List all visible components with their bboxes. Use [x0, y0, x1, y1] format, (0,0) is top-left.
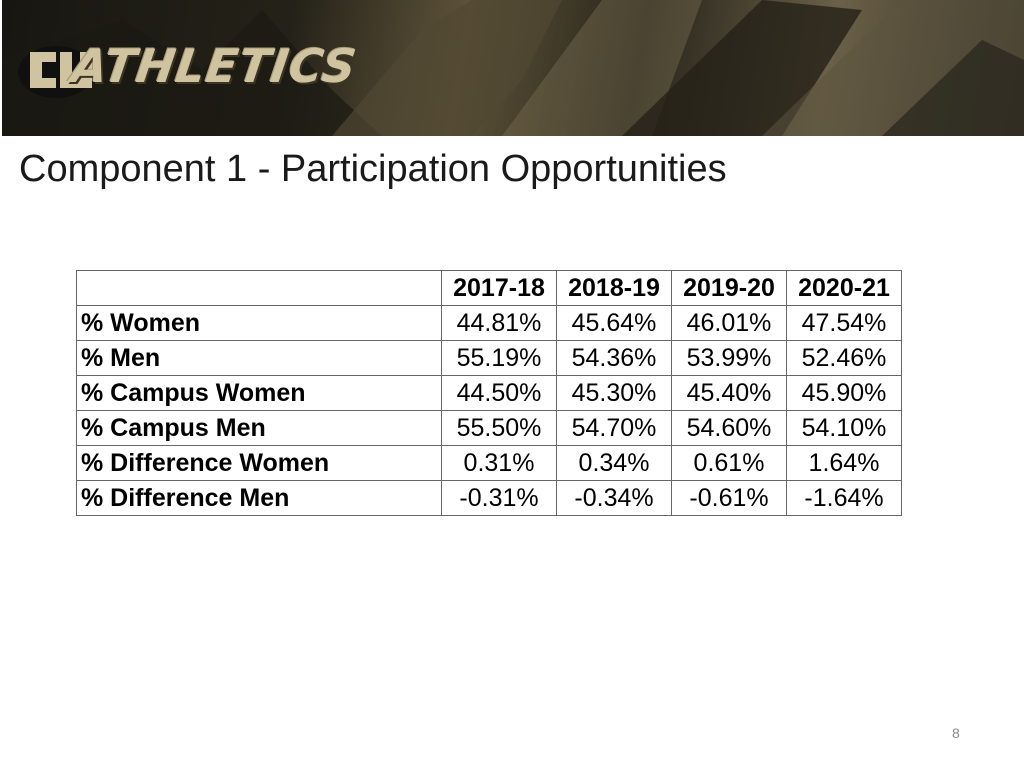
table-cell: 54.10%	[786, 410, 902, 446]
page-number: 8	[952, 725, 960, 741]
row-label: % Women	[76, 305, 442, 341]
table-cell: 45.90%	[786, 375, 902, 411]
slide-title: Component 1 - Participation Opportunitie…	[19, 148, 727, 190]
table-header-row: 2017-18 2018-19 2019-20 2020-21	[76, 270, 902, 306]
table-cell: 55.19%	[441, 340, 557, 376]
table-cell: 54.36%	[556, 340, 672, 376]
table-cell: 45.64%	[556, 305, 672, 341]
table-cell: 54.60%	[671, 410, 787, 446]
table-row: % Difference Women 0.31% 0.34% 0.61% 1.6…	[76, 445, 902, 481]
participation-table: 2017-18 2018-19 2019-20 2020-21 % Women …	[76, 270, 902, 516]
table-cell: -0.31%	[441, 480, 557, 516]
table-cell: -0.61%	[671, 480, 787, 516]
header-cell-year: 2020-21	[786, 270, 902, 306]
table-cell: 45.40%	[671, 375, 787, 411]
table-row: % Difference Men -0.31% -0.34% -0.61% -1…	[76, 480, 902, 516]
table-cell: 53.99%	[671, 340, 787, 376]
table-row: % Campus Men 55.50% 54.70% 54.60% 54.10%	[76, 410, 902, 446]
table-cell: -0.34%	[556, 480, 672, 516]
row-label: % Men	[76, 340, 442, 376]
table-cell: 52.46%	[786, 340, 902, 376]
header-banner: ATHLETICS	[2, 0, 1024, 136]
table-row: % Women 44.81% 45.64% 46.01% 47.54%	[76, 305, 902, 341]
header-cell-year: 2018-19	[556, 270, 672, 306]
header-cell-empty	[76, 270, 442, 306]
table-cell: 1.64%	[786, 445, 902, 481]
cu-logo-icon	[18, 46, 94, 98]
mountain-background-image	[2, 0, 1024, 136]
athletics-logo-text: ATHLETICS	[68, 39, 361, 93]
table-cell: 0.34%	[556, 445, 672, 481]
table-cell: 44.81%	[441, 305, 557, 341]
table-cell: -1.64%	[786, 480, 902, 516]
table-cell: 46.01%	[671, 305, 787, 341]
table-row: % Campus Women 44.50% 45.30% 45.40% 45.9…	[76, 375, 902, 411]
row-label: % Difference Men	[76, 480, 442, 516]
row-label: % Difference Women	[76, 445, 442, 481]
table-cell: 55.50%	[441, 410, 557, 446]
table-cell: 47.54%	[786, 305, 902, 341]
table-cell: 0.31%	[441, 445, 557, 481]
table-cell: 0.61%	[671, 445, 787, 481]
header-cell-year: 2017-18	[441, 270, 557, 306]
row-label: % Campus Men	[76, 410, 442, 446]
row-label: % Campus Women	[76, 375, 442, 411]
header-cell-year: 2019-20	[671, 270, 787, 306]
table-cell: 44.50%	[441, 375, 557, 411]
table-row: % Men 55.19% 54.36% 53.99% 52.46%	[76, 340, 902, 376]
table-cell: 45.30%	[556, 375, 672, 411]
table-cell: 54.70%	[556, 410, 672, 446]
